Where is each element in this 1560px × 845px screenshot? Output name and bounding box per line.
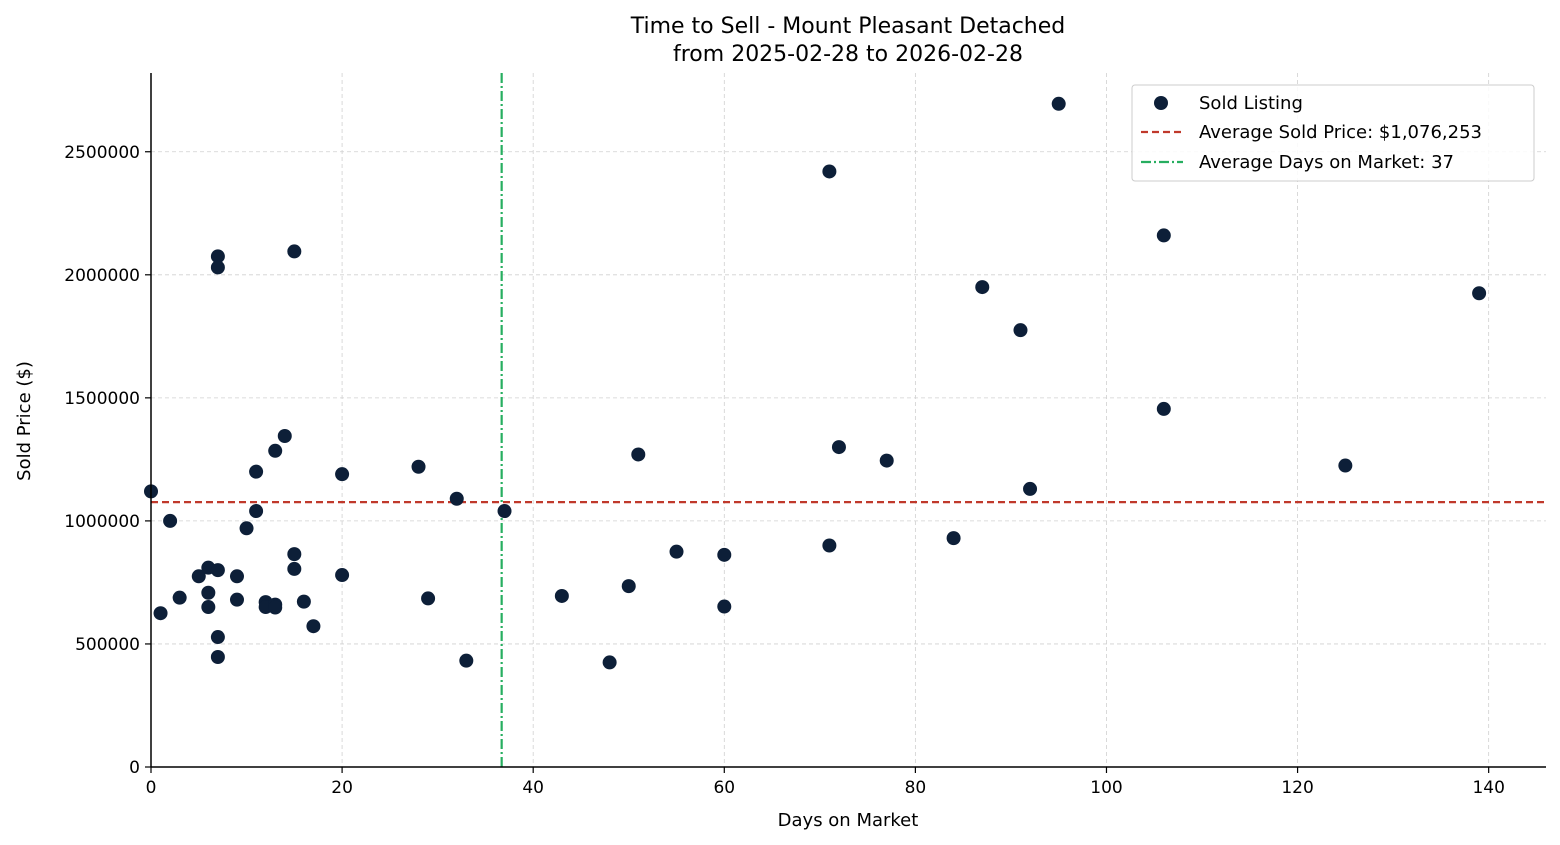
x-tick-label: 60 [713,778,735,798]
x-tick-label: 20 [331,778,353,798]
data-point [717,547,732,562]
data-point [229,592,244,607]
chart-title: Time to Sell - Mount Pleasant Detached [630,14,1066,39]
data-point [210,630,225,645]
data-point [602,655,617,670]
x-tick-label: 140 [1472,778,1504,798]
legend-label-avg-days: Average Days on Market: 37 [1199,152,1454,173]
data-point [287,547,302,562]
data-point [631,447,646,462]
legend-marker-sold-listing [1154,96,1168,110]
data-point [287,244,302,259]
x-tick-label: 40 [522,778,544,798]
data-point [277,428,292,443]
data-point [497,504,512,519]
data-point [1023,481,1038,496]
y-axis-label: Sold Price ($) [14,361,35,481]
data-point [1051,96,1066,111]
data-point [239,521,254,536]
data-point [946,531,961,546]
data-point [975,280,990,295]
legend: Sold Listing Average Sold Price: $1,076,… [1131,84,1535,182]
data-point [296,594,311,609]
x-tick-label: 80 [905,778,927,798]
data-point [669,544,684,559]
data-point [210,260,225,275]
y-tick-label: 2500000 [64,143,140,163]
data-point [210,649,225,664]
data-point [210,563,225,578]
reference-lines [151,73,1546,767]
data-point [822,538,837,553]
data-point [172,590,187,605]
data-point [1156,401,1171,416]
data-point [335,568,350,583]
data-point [163,513,178,528]
y-tick-label: 2000000 [64,266,140,286]
data-point [831,440,846,455]
data-point [621,579,636,594]
chart-subtitle: from 2025-02-28 to 2026-02-28 [673,42,1023,67]
axes [145,73,1546,773]
tick-labels: 0 20 40 60 80 100 120 140 0 500000 1000000 1500000 2… [64,143,1505,798]
legend-label-avg-price: Average Sold Price: $1,076,253 [1199,122,1482,143]
data-point [191,569,206,584]
y-tick-label: 1500000 [64,389,140,409]
data-point [229,569,244,584]
data-point [717,599,732,614]
x-axis-label: Days on Market [778,810,919,831]
y-tick-label: 0 [129,758,140,778]
data-points [144,96,1487,670]
data-point [249,464,264,479]
data-point [268,443,283,458]
data-point [411,459,426,474]
data-point [554,588,569,603]
data-point [287,561,302,576]
y-tick-label: 1000000 [64,512,140,532]
data-point [210,249,225,264]
x-tick-label: 100 [1090,778,1122,798]
legend-box [1131,84,1535,182]
legend-label-sold-listing: Sold Listing [1199,93,1303,114]
x-tick-label: 120 [1281,778,1313,798]
data-point [268,600,283,615]
y-tick-label: 500000 [75,635,140,655]
data-point [449,491,464,506]
data-point [421,591,436,606]
data-point [459,653,474,668]
data-point [822,164,837,179]
data-point [201,585,216,600]
data-point [335,467,350,482]
data-point [1472,286,1487,301]
data-point [879,453,894,468]
data-point [1156,228,1171,243]
data-point [306,619,321,634]
data-point [201,600,216,615]
x-tick-label: 0 [146,778,157,798]
data-point [1013,323,1028,338]
data-point [153,606,168,621]
grid [151,73,1546,767]
data-point [249,504,264,519]
data-point [1338,458,1353,473]
